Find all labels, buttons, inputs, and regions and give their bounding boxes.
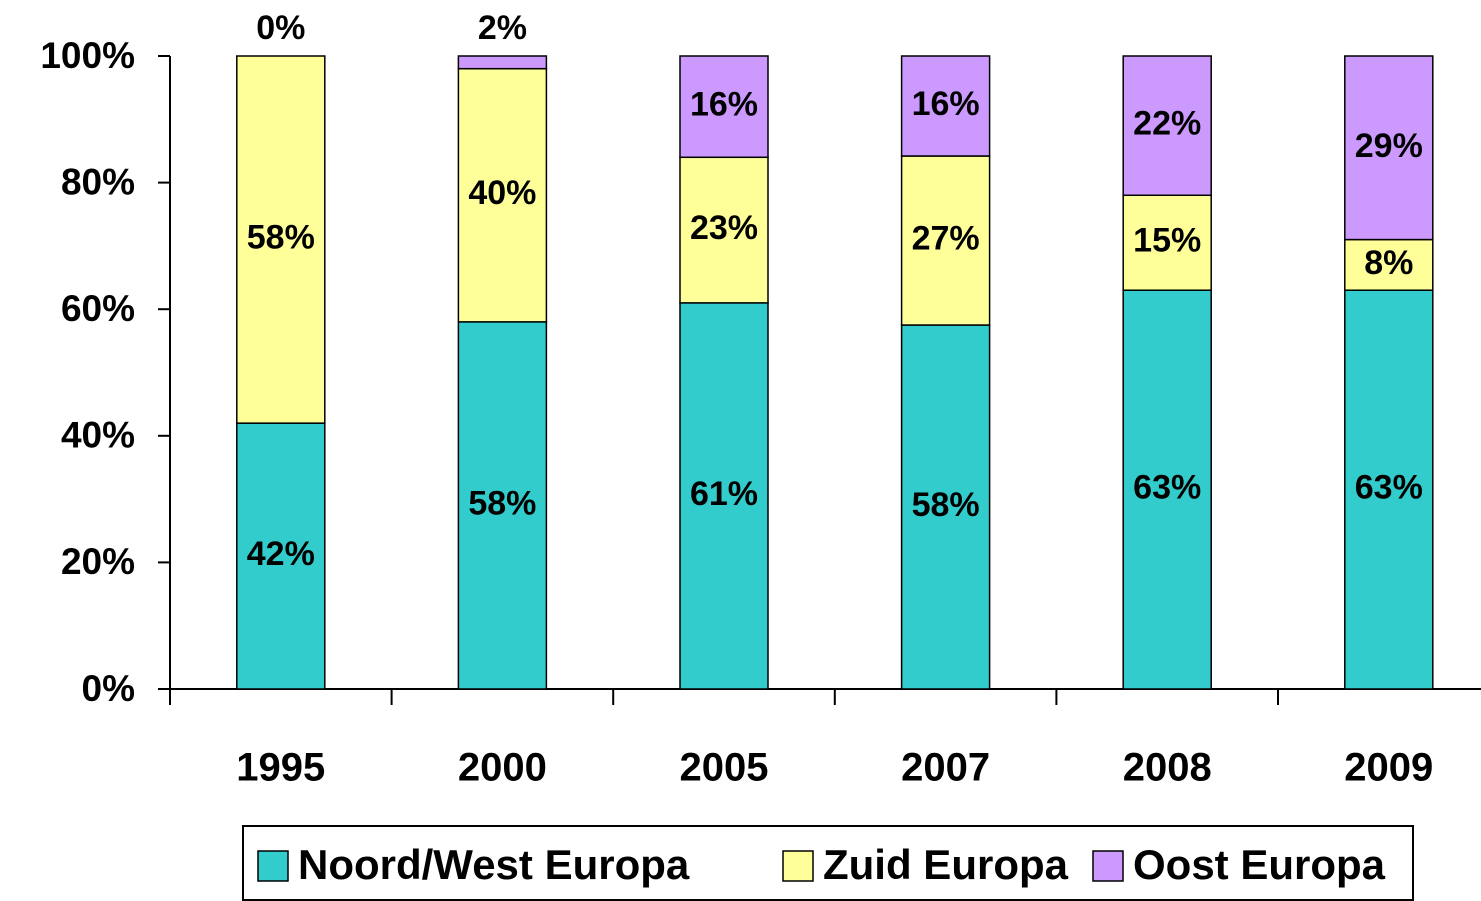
legend-swatch: [782, 850, 814, 882]
bar-segment: [236, 422, 326, 690]
data-label: 16%: [912, 85, 980, 123]
data-label: 40%: [468, 174, 536, 212]
bar-segment: [1344, 289, 1434, 690]
x-tick-label: 2008: [1123, 746, 1212, 790]
bar-segment: [457, 55, 548, 70]
data-label: 58%: [912, 486, 980, 524]
y-tick-label: 20%: [61, 541, 135, 582]
legend-swatch: [257, 850, 289, 882]
bar-segment: [457, 321, 548, 690]
bar-segment: [1344, 238, 1434, 291]
data-label: 63%: [1355, 469, 1423, 507]
data-label: 0%: [256, 9, 305, 47]
bar-segment: [1122, 194, 1212, 291]
legend-label: Zuid Europa: [823, 841, 1069, 888]
bar-segment: [900, 155, 991, 326]
y-tick-label: 80%: [61, 161, 135, 202]
bar-segment: [679, 55, 769, 159]
data-label: 15%: [1133, 222, 1201, 260]
bar-segment: [679, 302, 769, 690]
data-label: 29%: [1355, 127, 1423, 165]
data-label: 58%: [247, 219, 315, 257]
data-label: 8%: [1364, 244, 1413, 282]
y-tick-label: 0%: [82, 668, 135, 709]
bar-segment: [457, 67, 548, 323]
data-label: 42%: [247, 535, 315, 573]
data-label: 23%: [690, 209, 758, 247]
data-label: 61%: [690, 475, 758, 513]
x-tick-label: 2005: [680, 746, 769, 790]
x-tick-label: 2000: [458, 746, 547, 790]
y-tick-label: 100%: [40, 35, 135, 76]
data-label: 27%: [912, 220, 980, 258]
bar-segment: [1122, 55, 1212, 197]
bar-segment: [900, 55, 991, 157]
y-tick-label: 40%: [61, 415, 135, 456]
bar-segment: [679, 156, 769, 304]
data-label: 16%: [690, 86, 758, 124]
data-label: 2%: [478, 9, 527, 47]
legend-label: Noord/West Europa: [298, 841, 690, 888]
bar-segment: [1344, 55, 1434, 241]
legend-swatch: [1092, 850, 1124, 882]
legend-label: Oost Europa: [1133, 841, 1386, 888]
data-label: 58%: [468, 484, 536, 522]
data-label: 63%: [1133, 469, 1201, 507]
x-tick-label: 1995: [236, 746, 325, 790]
bar-segment: [900, 324, 991, 690]
bar-segment: [1122, 289, 1212, 690]
y-tick-label: 60%: [61, 288, 135, 329]
bar-segment: [236, 55, 326, 424]
x-tick-label: 2007: [901, 746, 990, 790]
legend-box: [242, 825, 1414, 901]
x-tick-label: 2009: [1344, 746, 1433, 790]
data-label: 22%: [1133, 105, 1201, 143]
